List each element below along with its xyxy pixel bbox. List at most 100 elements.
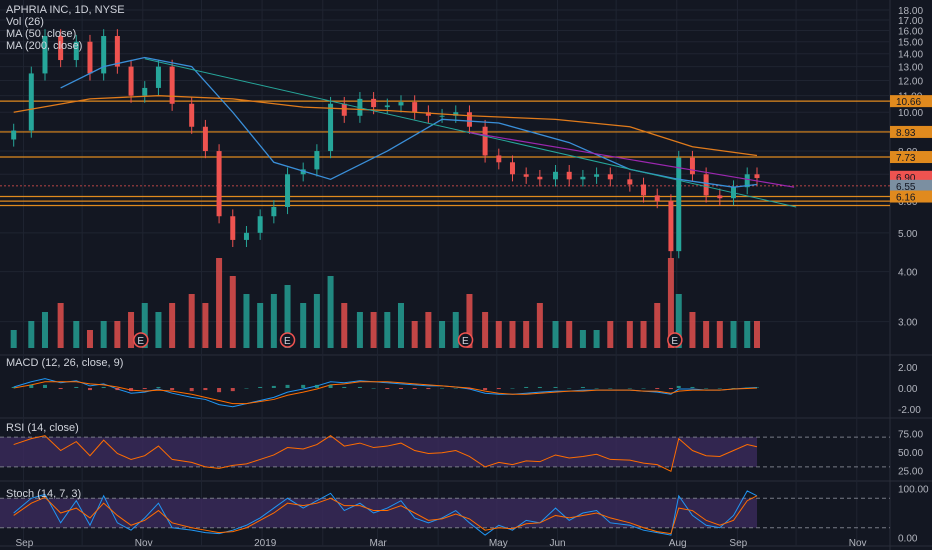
ma50-line <box>60 56 758 188</box>
candle-body <box>28 73 34 131</box>
macd-histogram-bar <box>731 388 736 389</box>
volume-bar <box>28 321 35 348</box>
macd-histogram-bar <box>553 386 558 388</box>
volume-bar <box>566 321 573 348</box>
volume-bar <box>439 321 446 348</box>
candle-body <box>523 174 529 177</box>
volume-bar <box>114 321 121 348</box>
earnings-marker <box>133 332 149 348</box>
volume-bar <box>579 330 586 348</box>
macd-histogram-bar <box>754 387 759 388</box>
macd-histogram-bar <box>203 388 208 391</box>
price-tag <box>890 179 932 192</box>
legend-ma50: MA (50, close) <box>6 28 77 40</box>
price-tag <box>890 125 932 138</box>
volume-bar <box>370 312 377 348</box>
macd-histogram-bar <box>668 388 673 390</box>
volume-bar <box>689 312 696 348</box>
macd-histogram-bar <box>244 388 249 389</box>
horizontal-levels <box>0 100 890 207</box>
volume-bar <box>57 303 64 348</box>
candle-body <box>11 130 17 140</box>
price-tick-label: 14.00 <box>898 50 923 61</box>
candle-body <box>703 174 709 196</box>
earnings-marker <box>279 332 296 348</box>
macd-histogram-bar <box>170 388 175 391</box>
stoch-band <box>0 498 757 528</box>
candle-body <box>216 151 222 217</box>
price-tick-label: 10.00 <box>898 108 923 119</box>
candle-body <box>202 126 208 152</box>
volume-bars <box>10 258 760 348</box>
macd-tick-label: 0.00 <box>898 384 918 395</box>
volume-bar <box>155 312 162 348</box>
time-tick-label: Mar <box>370 538 388 549</box>
macd-histogram-bar <box>398 388 403 390</box>
time-tick-label: Sep <box>15 538 33 549</box>
candle-body <box>271 206 277 217</box>
volume-bar <box>607 321 614 348</box>
candle-body <box>398 102 404 106</box>
candle-body <box>717 195 723 199</box>
candle-body <box>412 102 418 113</box>
stoch-title: Stoch (14, 7, 3) <box>6 488 82 500</box>
macd-histogram-bar <box>285 384 290 388</box>
volume-bar <box>675 294 682 348</box>
candle-body <box>101 36 107 74</box>
macd-histogram-bar <box>440 388 445 389</box>
ma200-line <box>13 95 758 157</box>
price-tick-label: 5.00 <box>898 229 918 240</box>
candle-body <box>300 169 306 175</box>
macd-histogram-bar <box>453 388 458 389</box>
macd-histogram-bar <box>594 388 599 389</box>
candle-body <box>243 232 249 240</box>
macd-histogram-bar <box>385 388 390 390</box>
price-tag-label: 6.55 <box>896 182 916 193</box>
candle-body <box>73 41 79 61</box>
candle-body <box>189 103 195 127</box>
price-tag <box>890 190 932 203</box>
macd-histogram-bar <box>567 388 572 389</box>
earnings-marker-label: E <box>137 336 144 347</box>
earnings-marker-label: E <box>284 336 291 347</box>
earnings-marker-label: E <box>462 336 469 347</box>
price-tag-label: 10.66 <box>896 97 921 108</box>
candle-body <box>744 174 750 188</box>
macd-tick-label: -2.00 <box>898 405 921 416</box>
candle-body <box>754 174 760 179</box>
candle-body <box>230 216 236 240</box>
time-tick-label: Sep <box>729 538 747 549</box>
moving-averages <box>13 56 758 188</box>
price-tick-label: 16.00 <box>898 26 923 37</box>
price-tag-label: 7.73 <box>896 153 916 164</box>
macd-histogram-bar <box>655 388 660 390</box>
volume-bar <box>452 312 459 348</box>
macd-histogram-bar <box>745 387 750 388</box>
macd-histogram-bar <box>301 384 306 388</box>
candle-body <box>425 112 431 116</box>
candle-body <box>42 36 48 74</box>
volume-bar <box>313 294 320 348</box>
trendlines <box>144 58 797 208</box>
macd-title: MACD (12, 26, close, 9) <box>6 357 124 369</box>
macd-histogram-bar <box>467 388 472 390</box>
rsi-rsi-line <box>13 435 758 473</box>
macd-signal-line <box>13 381 758 405</box>
volume-bar <box>466 294 473 348</box>
macd-histogram-bar <box>524 386 529 388</box>
price-tag-label: 6.16 <box>896 193 916 204</box>
volume-bar <box>744 321 751 348</box>
volume-bar <box>703 321 710 348</box>
candle-body <box>128 66 134 96</box>
earnings-marker <box>667 332 683 348</box>
price-tag <box>890 151 932 164</box>
price-tag-label: 6.90 <box>896 173 916 184</box>
volume-bar <box>41 312 48 348</box>
volume-bar <box>257 303 264 348</box>
candle-body <box>482 126 488 156</box>
candle-body <box>496 155 502 163</box>
volume-bar <box>753 321 760 348</box>
candle-body <box>285 174 291 207</box>
